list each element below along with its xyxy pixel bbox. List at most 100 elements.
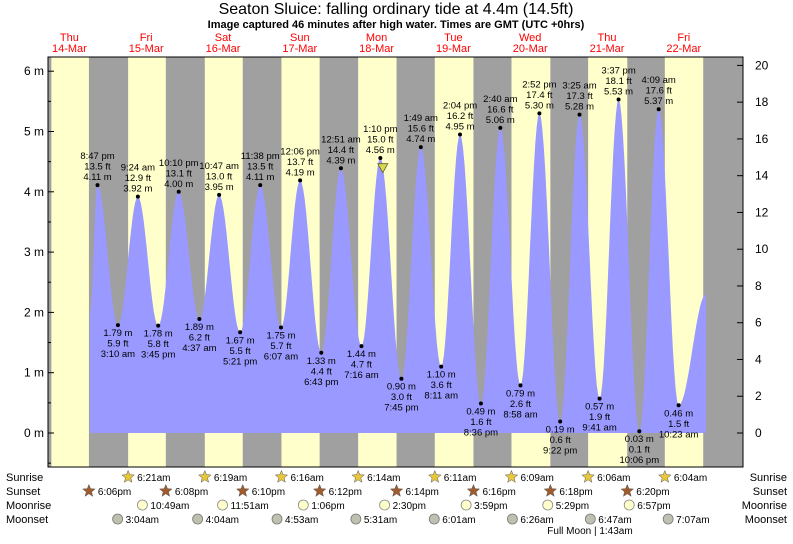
extreme-point bbox=[597, 396, 602, 401]
high-tide-label: 1:10 pm bbox=[363, 124, 397, 135]
high-tide-label: 4.00 m bbox=[164, 179, 193, 190]
extreme-point bbox=[637, 429, 642, 434]
daylight-band bbox=[51, 57, 89, 467]
low-tide-label: 3:10 am bbox=[101, 349, 135, 360]
day-date: 14-Mar bbox=[52, 43, 87, 55]
day-name: Sun bbox=[290, 32, 310, 44]
sunset-icon bbox=[543, 483, 558, 497]
row-label-right: Moonrise bbox=[742, 500, 787, 512]
row-label-left: Sunset bbox=[6, 486, 40, 498]
sunrise-time: 6:09am bbox=[520, 473, 553, 484]
day-date: 16-Mar bbox=[206, 43, 241, 55]
sunset-time: 6:06pm bbox=[98, 487, 131, 498]
low-tide-label: 0.90 m bbox=[387, 382, 416, 393]
moonrise-icon bbox=[379, 499, 391, 511]
day-name: Sat bbox=[215, 32, 232, 44]
high-tide-label: 12:51 am bbox=[321, 134, 361, 145]
day-date: 15-Mar bbox=[129, 43, 164, 55]
current-level-marker bbox=[377, 163, 389, 174]
sunrise-time: 6:21am bbox=[137, 473, 170, 484]
sunrise-icon bbox=[274, 469, 289, 483]
high-tide-label: 5.53 m bbox=[604, 87, 633, 98]
moonset-time: 6:01am bbox=[442, 515, 475, 526]
extreme-point bbox=[135, 194, 140, 199]
moonset-icon bbox=[350, 513, 362, 525]
moonrise-icon bbox=[623, 499, 635, 511]
moonrise-time: 11:51am bbox=[231, 501, 269, 512]
moonset-icon bbox=[112, 513, 124, 525]
extreme-point bbox=[197, 317, 202, 322]
right-tick-label: 10 bbox=[755, 242, 769, 256]
right-tick-label: 8 bbox=[755, 279, 762, 293]
low-tide-label: 0.49 m bbox=[466, 406, 495, 417]
moonset-icon bbox=[271, 513, 283, 525]
low-tide-label: 5.9 ft bbox=[107, 339, 128, 350]
high-tide-label: 16.2 ft bbox=[447, 111, 474, 122]
day-date: 22-Mar bbox=[666, 43, 701, 55]
low-tide-label: 6:07 am bbox=[264, 351, 298, 362]
day-date: 20-Mar bbox=[513, 43, 548, 55]
high-tide-label: 4:09 am bbox=[642, 75, 676, 86]
sunset-time: 6:20pm bbox=[636, 487, 669, 498]
left-tick-label: 0 m bbox=[24, 426, 44, 440]
sunrise-time: 6:14am bbox=[367, 473, 400, 484]
extreme-point bbox=[359, 344, 364, 349]
sunrise-time: 6:04am bbox=[674, 473, 707, 484]
moonset-time: 4:04am bbox=[206, 515, 239, 526]
right-tick-label: 14 bbox=[755, 169, 769, 183]
low-tide-label: 0.79 m bbox=[506, 388, 535, 399]
extreme-point bbox=[518, 383, 523, 388]
high-tide-label: 5.37 m bbox=[644, 96, 673, 107]
high-tide-label: 3.92 m bbox=[123, 184, 152, 195]
high-tide-label: 10:10 pm bbox=[159, 158, 199, 169]
high-tide-label: 11:38 pm bbox=[241, 151, 280, 162]
low-tide-label: 9:41 am bbox=[582, 423, 616, 434]
axes: 0 m 1 m 2 m 3 m 4 m 5 m 6 m 0 2 4 6 8 10 12 14 16 18 20 Th… bbox=[24, 32, 769, 468]
high-tide-label: 3.95 m bbox=[205, 182, 234, 193]
low-tide-label: 3:45 pm bbox=[141, 350, 175, 361]
sunset-time: 6:12pm bbox=[329, 487, 362, 498]
low-tide-label: 0.46 m bbox=[664, 408, 693, 419]
left-tick-label: 3 m bbox=[24, 245, 44, 259]
low-tide-label: 2.6 ft bbox=[510, 399, 531, 410]
high-tide-label: 4.39 m bbox=[326, 155, 355, 166]
moonset-time: 6:47am bbox=[598, 515, 631, 526]
right-tick-label: 20 bbox=[755, 58, 769, 72]
extreme-point bbox=[478, 401, 483, 406]
high-tide-label: 13.5 ft bbox=[247, 162, 274, 173]
low-tide-label: 1.78 m bbox=[144, 329, 173, 340]
moonset-icon bbox=[192, 513, 204, 525]
extreme-point bbox=[616, 97, 621, 102]
extreme-point bbox=[238, 330, 243, 335]
extreme-point bbox=[95, 183, 100, 188]
low-tide-label: 1.89 m bbox=[185, 322, 214, 333]
extreme-point bbox=[338, 166, 343, 171]
high-tide-label: 5.06 m bbox=[486, 115, 515, 126]
chart-title: Seaton Sluice: falling ordinary tide at … bbox=[219, 1, 574, 18]
high-tide-label: 15.0 ft bbox=[367, 135, 394, 146]
high-tide-label: 12.9 ft bbox=[125, 173, 152, 184]
low-tide-label: 10:23 am bbox=[659, 429, 699, 440]
sunrise-time: 6:11am bbox=[444, 473, 477, 484]
high-tide-label: 5.30 m bbox=[525, 100, 554, 111]
low-tide-label: 1.33 m bbox=[307, 356, 336, 367]
extreme-point bbox=[378, 156, 383, 161]
tide-area-path bbox=[90, 99, 706, 433]
high-tide-label: 9:24 am bbox=[121, 163, 155, 174]
high-tide-label: 4.11 m bbox=[246, 172, 274, 183]
moonrise-icon bbox=[137, 499, 148, 511]
extreme-point bbox=[399, 376, 404, 381]
moonset-time: 6:26am bbox=[520, 515, 553, 526]
sunset-icon bbox=[158, 483, 173, 497]
low-tide-label: 3.6 ft bbox=[431, 380, 452, 391]
extreme-point bbox=[656, 107, 661, 112]
high-tide-label: 12:06 pm bbox=[280, 146, 320, 157]
day-date: 18-Mar bbox=[359, 43, 394, 55]
moonrise-icon bbox=[460, 499, 472, 511]
sunset-time: 6:08pm bbox=[175, 487, 208, 498]
sunrise-icon bbox=[351, 469, 365, 483]
sunset-time: 6:14pm bbox=[406, 487, 439, 498]
